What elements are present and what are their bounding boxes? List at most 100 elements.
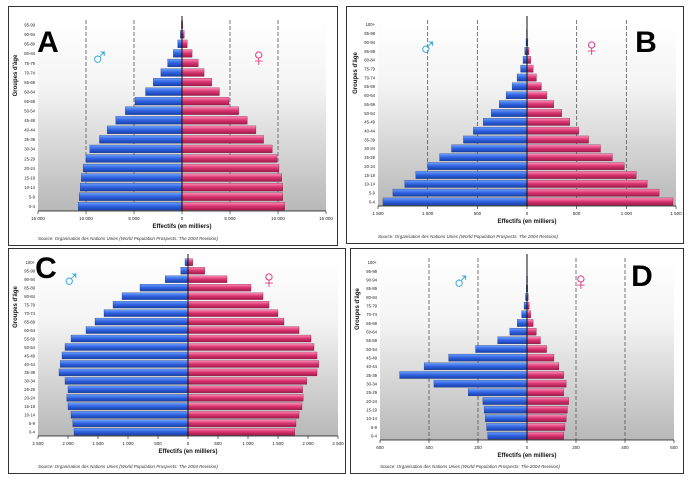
bar-male — [153, 78, 183, 87]
age-tick-label: 80-84 — [24, 294, 35, 299]
age-tick-label: 90-94 — [24, 277, 35, 282]
bar-female — [526, 100, 554, 108]
x-tick-label: 400 — [621, 445, 629, 450]
bar-male — [399, 371, 528, 379]
age-tick-label: 65-69 — [364, 84, 375, 89]
x-tick-label: 400 — [425, 445, 433, 450]
bar-male — [382, 197, 528, 206]
age-tick-label: 20-24 — [364, 164, 375, 169]
bar-female — [526, 126, 579, 135]
age-tick-label: 70-74 — [24, 311, 35, 316]
x-tick-label: 500 — [573, 211, 581, 216]
bar-female — [181, 192, 283, 201]
age-tick-label: 100+ — [368, 260, 378, 265]
x-tick-label: 500 — [214, 441, 222, 446]
bar-male — [392, 188, 528, 197]
age-tick-label: 90-94 — [366, 277, 377, 282]
bar-female — [187, 292, 264, 300]
bar-female — [526, 188, 660, 197]
bar-female — [526, 91, 548, 100]
bar-female — [526, 171, 637, 179]
bar-male — [448, 353, 528, 362]
age-tick-label: 80-84 — [366, 295, 377, 300]
age-tick-label: 95-99 — [24, 269, 35, 274]
bar-female — [181, 58, 199, 68]
age-tick-label: 40-44 — [364, 129, 375, 134]
bar-female — [526, 414, 567, 423]
age-tick-label: 35-39 — [366, 373, 377, 378]
age-tick-label: 85-89 — [366, 286, 377, 291]
age-tick-label: 25-29 — [24, 156, 35, 161]
bar-male — [482, 397, 528, 405]
bar-female — [526, 353, 555, 362]
age-tick-label: 60-64 — [24, 328, 35, 333]
age-tick-label: 55-59 — [24, 336, 35, 341]
bar-female — [526, 109, 562, 117]
bar-female — [526, 197, 674, 206]
bar-female — [187, 394, 304, 402]
bar-male — [517, 319, 528, 327]
age-tick-label: 70-74 — [364, 75, 375, 80]
bar-female — [181, 78, 212, 87]
bar-male — [125, 106, 183, 115]
x-tick-label: 0 — [187, 441, 190, 446]
bar-female — [187, 385, 303, 394]
bar-female — [187, 309, 279, 317]
x-tick-label: 500 — [474, 211, 482, 216]
bar-female — [181, 125, 257, 134]
bar-male — [103, 309, 189, 317]
age-tick-label: 40-44 — [24, 128, 35, 133]
bar-female — [526, 118, 570, 126]
bar-male — [404, 180, 528, 188]
x-tick-label: 2 500 — [32, 441, 44, 446]
bar-male — [73, 428, 189, 436]
female-symbol-icon: ♀ — [259, 264, 279, 294]
bar-female — [526, 319, 534, 327]
age-tick-label: 70-74 — [24, 70, 35, 75]
age-tick-label: 40-44 — [24, 362, 35, 367]
bar-male — [483, 118, 528, 126]
bar-female — [187, 300, 270, 309]
bar-female — [526, 82, 542, 91]
bar-female — [526, 310, 531, 319]
bar-male — [64, 343, 189, 351]
bar-male — [70, 411, 189, 419]
age-tick-label: 35-39 — [24, 137, 35, 142]
x-tick-label: 600 — [670, 445, 678, 450]
x-tick-label: 200 — [572, 445, 580, 450]
bar-female — [526, 64, 534, 73]
bar-female — [187, 402, 303, 410]
bar-male — [89, 144, 183, 153]
bar-male — [463, 135, 528, 144]
age-tick-label: 20-24 — [24, 396, 35, 401]
bar-female — [187, 284, 252, 292]
age-tick-label: 85-89 — [24, 42, 35, 47]
y-axis-label: Groupes d'âge — [355, 287, 361, 329]
bar-male — [70, 334, 189, 343]
x-tick-label: 1 000 — [422, 211, 434, 216]
age-tick-label: 5-9 — [371, 425, 378, 430]
x-tick-label: 0 — [526, 211, 529, 216]
bar-male — [61, 351, 189, 360]
bar-female — [187, 317, 285, 326]
bar-female — [181, 106, 239, 115]
bar-female — [187, 343, 315, 351]
age-tick-label: 5-9 — [29, 194, 36, 199]
bar-male — [433, 379, 528, 388]
male-symbol-icon: ♂ — [451, 266, 471, 296]
bar-female — [187, 360, 319, 368]
bar-female — [181, 163, 280, 173]
bar-female — [526, 388, 564, 397]
x-tick-label: 1 000 — [242, 441, 254, 446]
age-tick-label: 45-49 — [366, 355, 377, 360]
age-tick-label: 80-84 — [364, 58, 375, 63]
male-symbol-icon: ♂ — [61, 264, 81, 294]
age-tick-label: 55-59 — [24, 99, 35, 104]
age-tick-label: 90-94 — [364, 40, 375, 45]
age-tick-label: 45-49 — [24, 353, 35, 358]
bar-male — [94, 317, 189, 326]
bar-male — [485, 414, 528, 423]
age-tick-label: 15-19 — [24, 175, 35, 180]
age-tick-label: 0-4 — [369, 199, 376, 204]
